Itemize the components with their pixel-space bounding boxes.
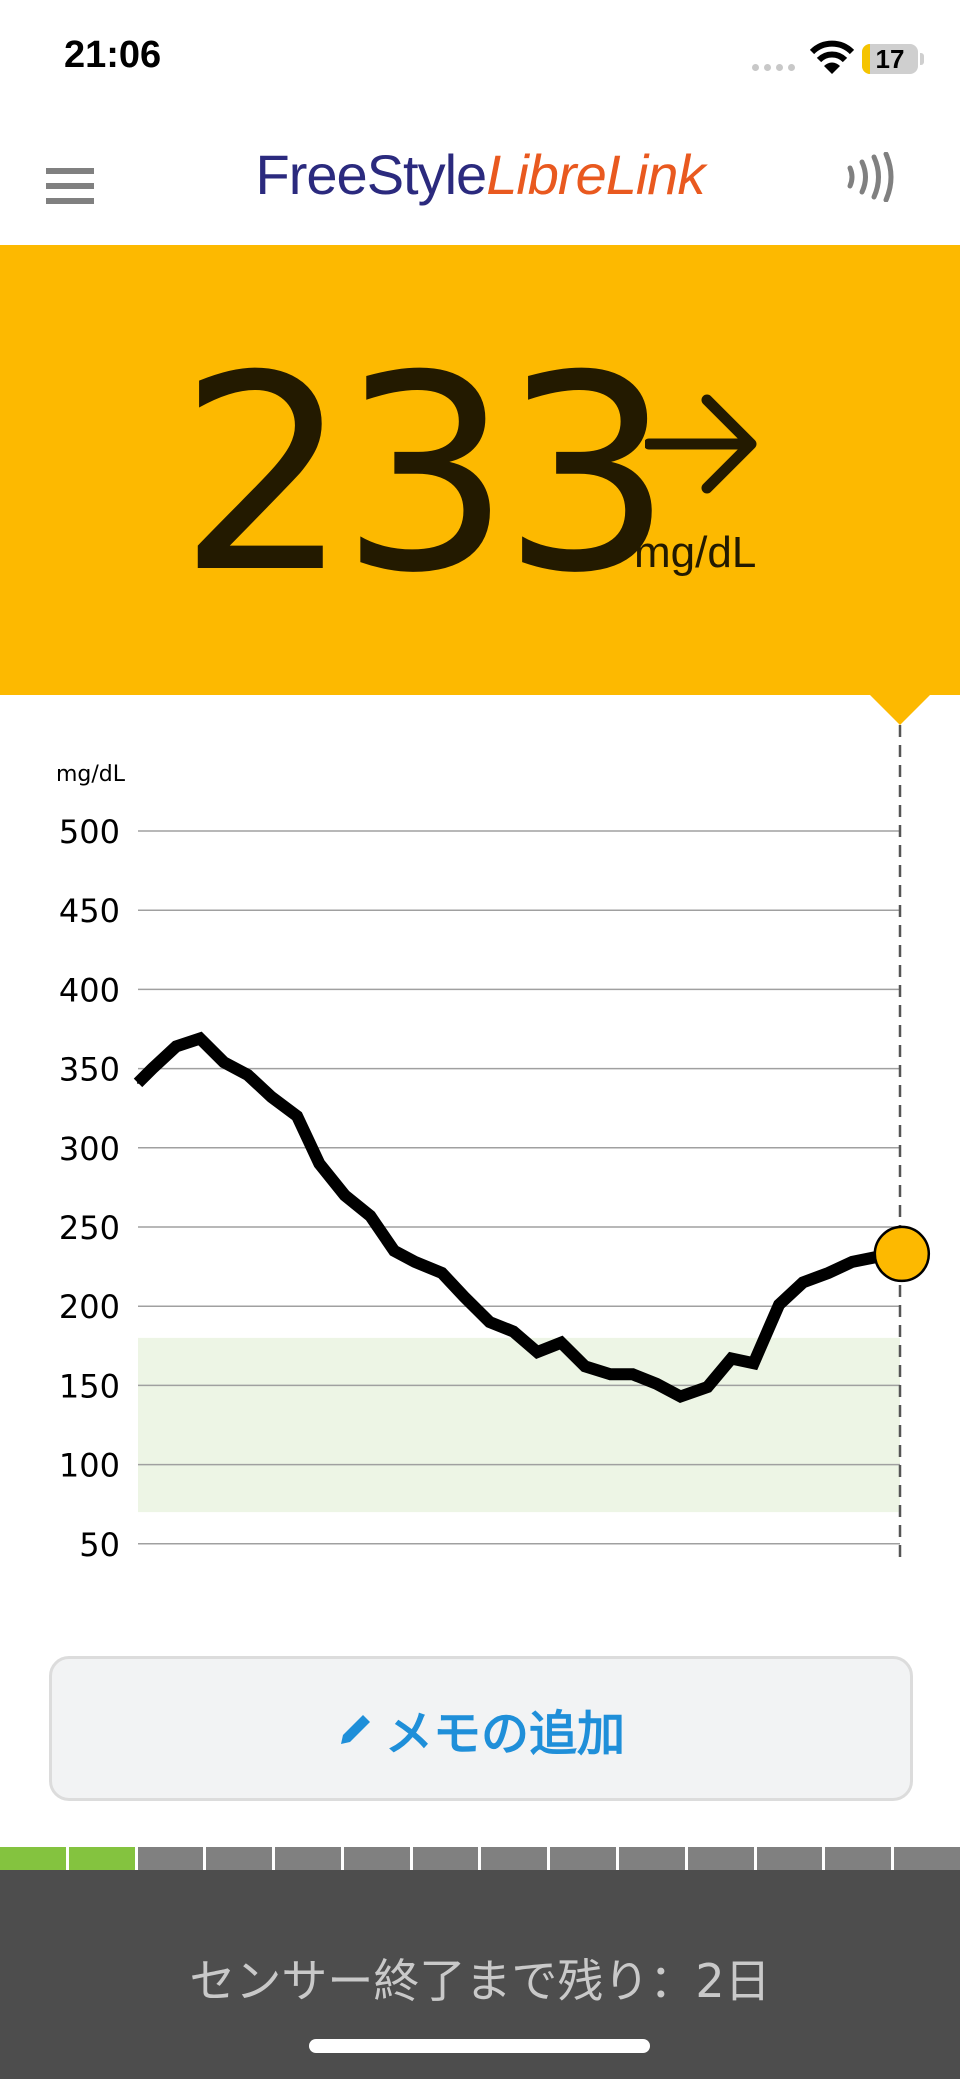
glucose-point	[463, 1295, 466, 1298]
add-memo-label: メモの追加	[384, 1705, 625, 1762]
glucose-point	[706, 1385, 709, 1388]
glucose-point	[199, 1037, 202, 1040]
glucose-point	[440, 1271, 443, 1274]
sensor-remaining-text: センサー終了まで残り：2日	[189, 1954, 771, 2008]
glucose-value: 233	[178, 317, 673, 632]
glucose-point	[655, 1382, 658, 1385]
app-logo: FreeStyleLibreLink	[255, 143, 706, 206]
glucose-point	[584, 1365, 587, 1368]
y-tick-label: 200	[59, 1288, 120, 1326]
glucose-point	[512, 1330, 515, 1333]
glucose-point	[343, 1194, 346, 1197]
menu-icon[interactable]	[46, 168, 94, 213]
y-tick-label: 50	[79, 1526, 120, 1564]
y-tick-label: 250	[59, 1209, 120, 1247]
sensor-life-segment	[0, 1847, 66, 1870]
current-reading-banner	[0, 245, 960, 695]
y-axis-unit-label: mg/dL	[56, 762, 126, 787]
current-reading-marker	[873, 1225, 931, 1283]
glucose-point	[560, 1341, 563, 1344]
sensor-life-segment	[825, 1847, 892, 1870]
glucose-chart: mg/dL5004504003503002502001501005015:001…	[56, 725, 931, 1565]
sensor-life-segment	[687, 1847, 754, 1870]
glucose-point	[752, 1362, 755, 1365]
sensor-life-segment	[275, 1847, 341, 1870]
sensor-life-segment	[894, 1847, 960, 1870]
glucose-point	[175, 1045, 178, 1048]
sensor-life-bar	[0, 1847, 960, 1870]
glucose-point	[488, 1321, 491, 1324]
glucose-point	[778, 1303, 781, 1306]
sensor-life-segment	[412, 1847, 479, 1870]
y-tick-label: 100	[59, 1447, 120, 1485]
glucose-point	[851, 1260, 854, 1263]
trend-arrow-right-icon	[645, 394, 757, 494]
glucose-point	[631, 1373, 634, 1376]
glucose-point	[318, 1162, 321, 1165]
y-tick-label: 150	[59, 1367, 120, 1405]
sensor-life-segment	[550, 1847, 617, 1870]
glucose-point	[137, 1081, 139, 1084]
glucose-point	[296, 1115, 299, 1118]
sensor-life-segment	[206, 1847, 273, 1870]
sensor-life-segment	[343, 1847, 410, 1870]
y-tick-label: 400	[59, 971, 120, 1009]
sensor-life-segment	[481, 1847, 548, 1870]
y-tick-label: 300	[59, 1130, 120, 1168]
scan-sensor-icon[interactable]	[840, 152, 896, 202]
glucose-point	[536, 1351, 539, 1354]
glucose-point	[222, 1061, 225, 1064]
glucose-point	[413, 1260, 416, 1263]
glucose-point	[827, 1271, 830, 1274]
y-tick-label: 350	[59, 1051, 120, 1089]
glucose-unit: mg/dL	[634, 528, 757, 577]
wifi-icon	[810, 40, 854, 74]
pencil-icon	[340, 1714, 370, 1744]
glucose-point	[369, 1214, 372, 1217]
target-range-band	[138, 1337, 900, 1513]
y-tick-label: 500	[59, 813, 120, 851]
sensor-life-segment	[756, 1847, 823, 1870]
glucose-point	[270, 1096, 273, 1099]
cellular-signal-icon	[752, 64, 795, 71]
glucose-point	[679, 1395, 682, 1398]
glucose-point	[730, 1357, 733, 1360]
sensor-life-segment	[619, 1847, 685, 1870]
banner-pointer	[869, 694, 931, 725]
home-indicator[interactable]	[309, 2039, 650, 2053]
sensor-life-segment	[68, 1847, 135, 1870]
battery-level: 17	[875, 44, 905, 74]
glucose-point	[246, 1073, 249, 1076]
glucose-point	[801, 1281, 804, 1284]
glucose-point	[609, 1373, 612, 1376]
sensor-life-segment	[137, 1847, 204, 1870]
battery-icon: 17	[862, 44, 918, 74]
y-tick-label: 450	[59, 892, 120, 930]
add-memo-button[interactable]: メモの追加	[49, 1656, 913, 1801]
glucose-point	[393, 1249, 396, 1252]
glucose-point	[151, 1067, 154, 1070]
status-time: 21:06	[64, 34, 162, 76]
battery-tip	[920, 53, 924, 65]
